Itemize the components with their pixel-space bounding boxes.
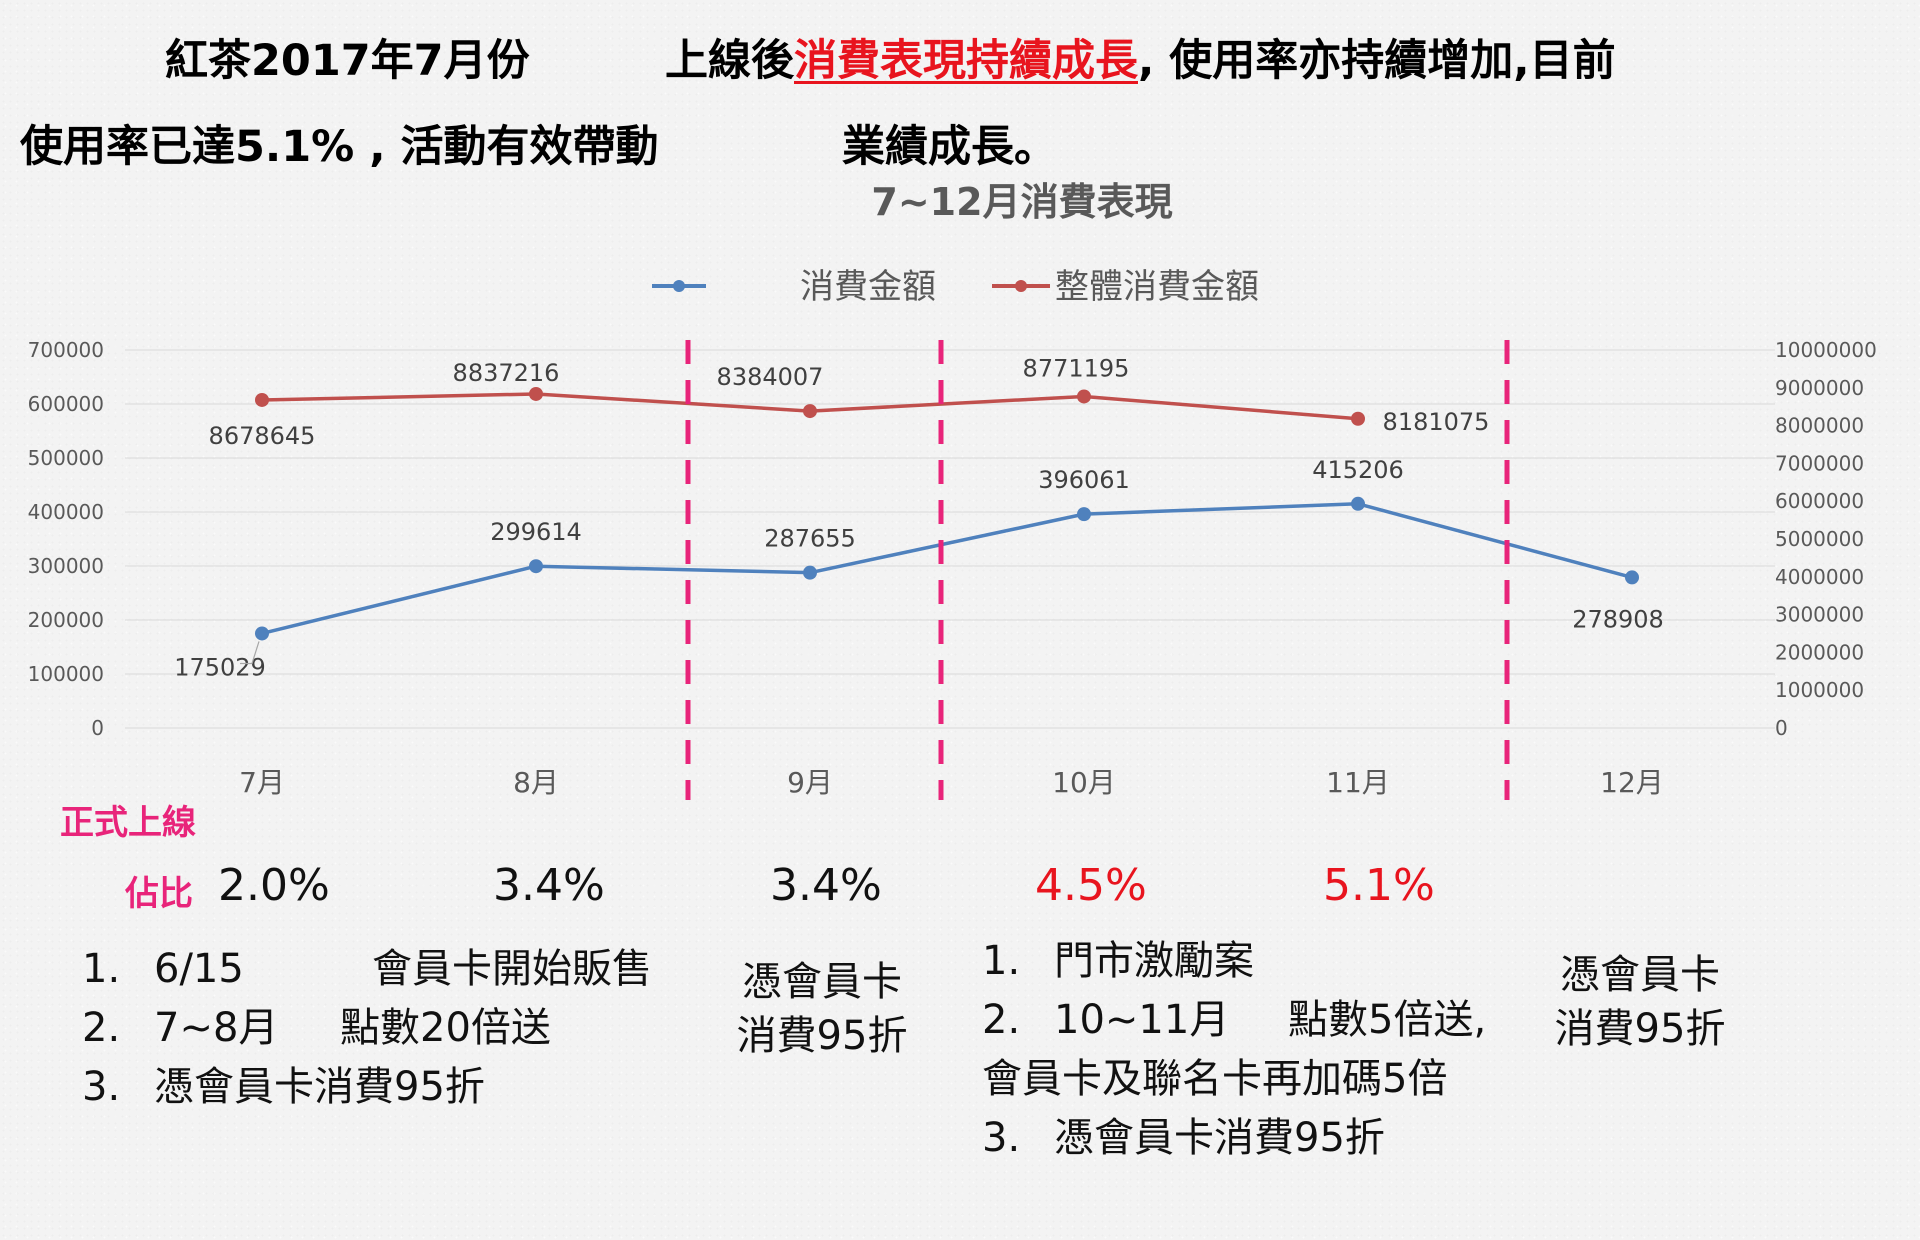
launch-label: 正式上線 <box>60 803 196 843</box>
data-label: 415206 <box>1312 456 1404 484</box>
legend-marker-blue <box>673 280 685 292</box>
y-left-tick-label: 700000 <box>28 338 104 362</box>
x-tick-label: 11月 <box>1326 766 1390 799</box>
data-label: 278908 <box>1572 605 1664 633</box>
data-label: 287655 <box>764 525 856 553</box>
data-point <box>803 404 817 419</box>
data-label: 8384007 <box>717 363 824 391</box>
headline-line1-part1: 紅茶2017年7月份 <box>165 36 530 86</box>
data-point <box>1351 496 1365 511</box>
chart-legend: 消費金額 整體消費金額 <box>652 267 1259 307</box>
chart-series: 175029 299614 287655 396061 415206 278908 8678… <box>174 354 1664 681</box>
data-point <box>1077 389 1091 404</box>
data-label: 8837216 <box>453 359 560 387</box>
data-point <box>1077 507 1091 522</box>
headline-line2-part1: 使用率已達5.1% , 活動有效帶動 <box>20 122 659 172</box>
x-tick-label: 9月 <box>787 766 833 799</box>
x-tick-label: 8月 <box>513 766 559 799</box>
y-left-tick-label: 0 <box>91 716 104 740</box>
data-label: 175029 <box>174 653 266 681</box>
x-tick-label: 12月 <box>1600 766 1664 799</box>
data-label: 299614 <box>490 518 582 546</box>
note-item: 2. 10~11月 點數5倍送, <box>982 997 1487 1043</box>
share-oct: 4.5% <box>1035 860 1147 911</box>
y-left-tick-label: 400000 <box>28 500 104 524</box>
y-left-tick-label: 500000 <box>28 446 104 470</box>
leader-line <box>240 641 260 665</box>
data-point <box>803 565 817 580</box>
data-label: 8181075 <box>1383 408 1490 436</box>
note-item: 1. 6/15 會員卡開始販售 <box>82 946 652 992</box>
y-axis-left: 0 100000 200000 300000 400000 500000 600000 700… <box>28 338 104 740</box>
notes-sep: 憑會員卡 消費95折 <box>712 955 932 1063</box>
notes-oct-nov: 1. 門市激勵案 2. 10~11月 點數5倍送, 會員卡及聯名卡再加碼5倍 3. 憑會… <box>982 932 1486 1168</box>
data-point <box>255 392 269 407</box>
share-sep: 3.4% <box>770 860 882 911</box>
series-line-1 <box>261 502 1633 636</box>
legend-marker-red <box>1015 280 1027 292</box>
data-point <box>255 626 269 641</box>
share-label: 佔比 <box>125 874 193 914</box>
y-right-tick-label: 0 <box>1775 716 1788 740</box>
data-label: 8678645 <box>209 422 316 450</box>
y-left-tick-label: 200000 <box>28 608 104 632</box>
y-right-tick-label: 4000000 <box>1775 565 1864 589</box>
y-right-tick-label: 1000000 <box>1775 678 1864 702</box>
section-dividers <box>685 340 1510 800</box>
y-left-tick-label: 100000 <box>28 662 104 686</box>
data-point <box>1351 411 1365 426</box>
headline-line2-part2: 業績成長。 <box>842 122 1057 172</box>
headline-highlight: 消費表現持續成長 <box>794 36 1138 86</box>
y-right-tick-label: 10000000 <box>1775 338 1877 362</box>
data-point <box>1625 570 1639 585</box>
notes-jul-aug: 1. 6/15 會員卡開始販售 2. 7~8月 點數20倍送 3. 憑會員卡消費95折 <box>82 940 652 1117</box>
headline-launch-text: 上線後 <box>665 36 794 86</box>
y-left-tick-label: 600000 <box>28 392 104 416</box>
y-right-tick-label: 6000000 <box>1775 489 1864 513</box>
y-left-tick-label: 300000 <box>28 554 104 578</box>
data-point <box>529 559 543 574</box>
note-line: 消費95折 <box>736 1013 908 1059</box>
consumption-line-chart: 7~12月消費表現 消費金額 整體消費金額 0 100000 200000 30000… <box>28 180 1877 800</box>
x-axis: 7月 8月 9月 10月 11月 12月 <box>239 766 1664 799</box>
legend-label-series1: 消費金額 <box>800 267 936 307</box>
share-aug: 3.4% <box>493 860 605 911</box>
headline-line1-part2: 上線後消費表現持續成長, 使用率亦持續增加,目前 <box>665 26 1616 88</box>
notes-dec: 憑會員卡 消費95折 <box>1530 948 1750 1056</box>
share-nov: 5.1% <box>1323 860 1435 911</box>
note-item: 2. 7~8月 點數20倍送 <box>82 1005 551 1051</box>
note-item: 3. 憑會員卡消費95折 <box>82 1064 485 1110</box>
data-label: 8771195 <box>1023 354 1130 382</box>
headline-usage-text: , 使用率亦持續增加,目前 <box>1138 36 1616 86</box>
y-right-tick-label: 3000000 <box>1775 603 1864 627</box>
data-point <box>529 386 543 401</box>
share-jul: 2.0% <box>218 860 330 911</box>
note-item: 會員卡及聯名卡再加碼5倍 <box>982 1056 1448 1102</box>
note-line: 憑會員卡 <box>1560 952 1720 998</box>
note-line: 消費95折 <box>1554 1006 1726 1052</box>
y-axis-right: 0 1000000 2000000 3000000 4000000 5000000 6000… <box>1775 338 1877 740</box>
x-tick-label: 10月 <box>1052 766 1116 799</box>
y-right-tick-label: 7000000 <box>1775 451 1864 475</box>
y-right-tick-label: 9000000 <box>1775 376 1864 400</box>
data-label: 396061 <box>1038 466 1130 494</box>
y-right-tick-label: 2000000 <box>1775 640 1864 664</box>
chart-gridlines <box>125 349 1775 729</box>
note-line: 憑會員卡 <box>742 959 902 1005</box>
chart-title: 7~12月消費表現 <box>871 180 1172 224</box>
note-item: 3. 憑會員卡消費95折 <box>982 1115 1385 1161</box>
y-right-tick-label: 8000000 <box>1775 414 1864 438</box>
legend-label-series2: 整體消費金額 <box>1055 267 1259 307</box>
x-tick-label: 7月 <box>239 766 285 799</box>
y-right-tick-label: 5000000 <box>1775 527 1864 551</box>
note-item: 1. 門市激勵案 <box>982 938 1254 984</box>
